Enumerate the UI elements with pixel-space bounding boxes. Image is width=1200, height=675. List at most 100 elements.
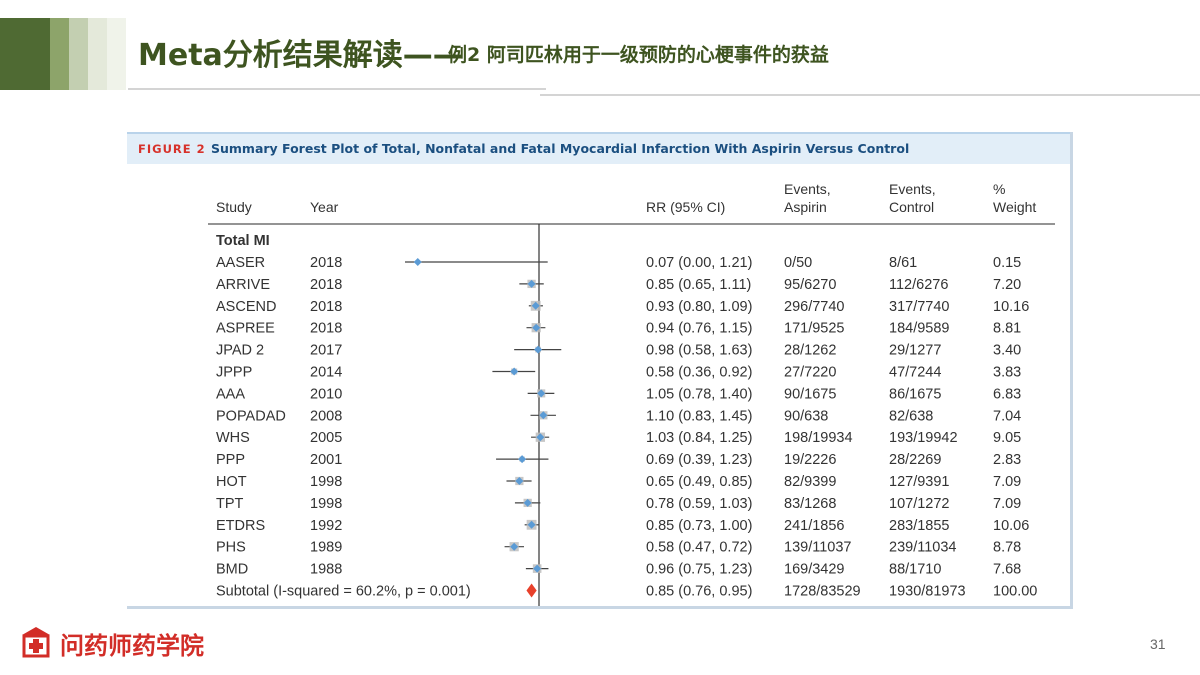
study-events-aspirin: 296/7740: [784, 299, 844, 315]
academy-logo-icon: [22, 627, 50, 658]
study-weight: 3.83: [993, 365, 1021, 381]
study-events-control: 239/11034: [889, 540, 956, 556]
study-events-control: 47/7244: [889, 365, 941, 381]
study-name: WHS: [216, 430, 250, 446]
col-header-events-control-2: Control: [889, 199, 934, 215]
title-rule: [540, 94, 1200, 96]
col-header-events-aspirin-2: Aspirin: [784, 199, 827, 215]
study-rr-ci: 0.58 (0.36, 0.92): [646, 365, 752, 381]
study-year: 2008: [310, 408, 342, 424]
study-weight: 8.78: [993, 540, 1021, 556]
forest-plot-figure: FIGURE 2 Summary Forest Plot of Total, N…: [127, 130, 1073, 609]
study-point-estimate: [536, 433, 545, 442]
study-events-control: 8/61: [889, 255, 917, 271]
study-name: JPAD 2: [216, 343, 264, 359]
study-rr-ci: 0.85 (0.73, 1.00): [646, 518, 752, 534]
study-rr-ci: 1.10 (0.83, 1.45): [646, 408, 752, 424]
subtotal-weight: 100.00: [993, 584, 1037, 600]
slide-subtitle: 例2 阿司匹林用于一级预防的心梗事件的获益: [448, 44, 829, 66]
study-name: ETDRS: [216, 518, 265, 534]
study-year: 1998: [310, 496, 342, 512]
study-year: 2018: [310, 255, 342, 271]
study-events-aspirin: 171/9525: [784, 321, 844, 337]
study-rr-ci: 0.85 (0.65, 1.11): [646, 277, 751, 293]
study-year: 2018: [310, 321, 342, 337]
study-rr-ci: 0.93 (0.80, 1.09): [646, 299, 752, 315]
study-point-estimate: [527, 279, 536, 288]
study-events-control: 184/9589: [889, 321, 949, 337]
col-header-study: Study: [216, 199, 252, 215]
subtotal-diamond: [526, 583, 537, 598]
study-rr-ci: 0.07 (0.00, 1.21): [646, 255, 752, 271]
study-point-estimate: [533, 564, 542, 573]
subtotal-rr-ci: 0.85 (0.76, 0.95): [646, 584, 752, 600]
study-weight: 7.04: [993, 408, 1021, 424]
study-weight: 10.16: [993, 299, 1029, 315]
study-rr-ci: 0.98 (0.58, 1.63): [646, 343, 752, 359]
study-point-estimate: [539, 411, 548, 420]
study-point-estimate: [518, 455, 527, 464]
study-weight: 7.09: [993, 496, 1021, 512]
study-rr-ci: 0.69 (0.39, 1.23): [646, 452, 752, 468]
figure-header: FIGURE 2 Summary Forest Plot of Total, N…: [127, 132, 1073, 164]
study-events-aspirin: 19/2226: [784, 452, 836, 468]
study-events-control: 112/6276: [889, 277, 948, 293]
study-weight: 7.09: [993, 474, 1021, 490]
study-year: 1989: [310, 540, 342, 556]
study-events-aspirin: 90/638: [784, 408, 828, 424]
figure-label: FIGURE 2: [138, 142, 206, 156]
subtotal-label: Subtotal (I-squared = 60.2%, p = 0.001): [216, 584, 471, 600]
study-point-estimate: [531, 301, 540, 310]
study-events-aspirin: 95/6270: [784, 277, 836, 293]
study-events-aspirin: 82/9399: [784, 474, 836, 490]
figure-bottom-border: [127, 606, 1073, 609]
subtotal-events-control: 1930/81973: [889, 584, 966, 600]
study-events-aspirin: 83/1268: [784, 496, 836, 512]
study-rr-ci: 0.78 (0.59, 1.03): [646, 496, 752, 512]
study-year: 2010: [310, 386, 342, 402]
study-events-control: 88/1710: [889, 562, 941, 578]
academy-logo-text: 问药师药学院: [60, 632, 204, 660]
study-events-aspirin: 0/50: [784, 255, 812, 271]
subtotal-events-aspirin: 1728/83529: [784, 584, 861, 600]
page-number: 31: [1150, 636, 1166, 652]
study-weight: 9.05: [993, 430, 1021, 446]
study-point-estimate: [523, 498, 532, 507]
study-weight: 3.40: [993, 343, 1021, 359]
study-events-control: 28/2269: [889, 452, 941, 468]
forest-rows: AASER 2018 0.07 (0.00, 1.21) 0/50 8/61 0.15 AR…: [216, 255, 1037, 600]
study-weight: 8.81: [993, 321, 1021, 337]
study-weight: 7.68: [993, 562, 1021, 578]
study-year: 2001: [310, 452, 342, 468]
header-stripe-4: [88, 18, 107, 90]
study-point-estimate: [515, 477, 524, 485]
header-stripe-5: [107, 18, 126, 90]
study-name: ASCEND: [216, 299, 276, 315]
study-events-control: 127/9391: [889, 474, 949, 490]
study-point-estimate: [413, 258, 422, 266]
study-weight: 10.06: [993, 518, 1029, 534]
study-events-control: 283/1855: [889, 518, 949, 534]
study-events-aspirin: 27/7220: [784, 365, 836, 381]
study-name: AAA: [216, 386, 245, 402]
header-stripe-1: [0, 18, 50, 90]
study-year: 1992: [310, 518, 342, 534]
col-header-events-control-1: Events,: [889, 181, 936, 197]
study-name: ARRIVE: [216, 277, 270, 293]
study-year: 2017: [310, 343, 342, 359]
study-events-aspirin: 198/19934: [784, 430, 853, 446]
study-events-aspirin: 169/3429: [784, 562, 844, 578]
col-header-rr: RR (95% CI): [646, 199, 725, 215]
study-name: PHS: [216, 540, 246, 556]
title-underline: [128, 88, 546, 90]
header-stripe-2: [50, 18, 69, 90]
study-year: 2014: [310, 365, 342, 381]
section-label: Total MI: [216, 233, 270, 249]
study-weight: 0.15: [993, 255, 1021, 271]
figure-right-border: [1070, 132, 1073, 606]
study-name: AASER: [216, 255, 265, 271]
study-weight: 6.83: [993, 386, 1021, 402]
study-name: TPT: [216, 496, 244, 512]
col-header-year: Year: [310, 199, 339, 215]
study-name: ASPREE: [216, 321, 275, 337]
